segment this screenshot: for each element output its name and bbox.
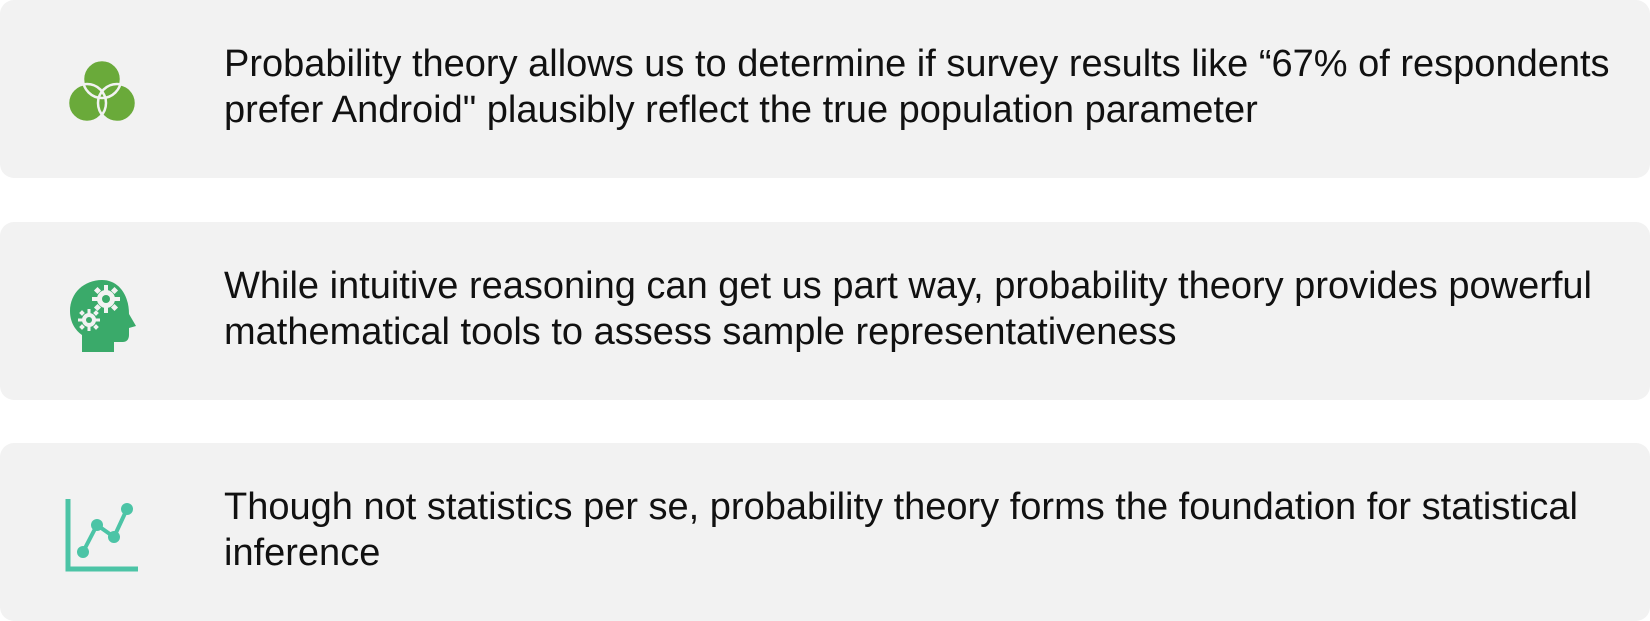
card-probability-survey: Probability theory allows us to determin… bbox=[0, 0, 1650, 178]
card-text: Probability theory allows us to determin… bbox=[224, 43, 1610, 131]
card-text: While intuitive reasoning can get us par… bbox=[224, 265, 1592, 353]
card-statistical-inference: Though not statistics per se, probabilit… bbox=[0, 443, 1650, 621]
card-intuitive-reasoning: While intuitive reasoning can get us par… bbox=[0, 222, 1650, 400]
card-text: Though not statistics per se, probabilit… bbox=[224, 486, 1578, 574]
head-with-gears-icon bbox=[62, 274, 142, 354]
line-chart-icon bbox=[62, 495, 142, 575]
venn-diagram-icon bbox=[62, 52, 142, 132]
